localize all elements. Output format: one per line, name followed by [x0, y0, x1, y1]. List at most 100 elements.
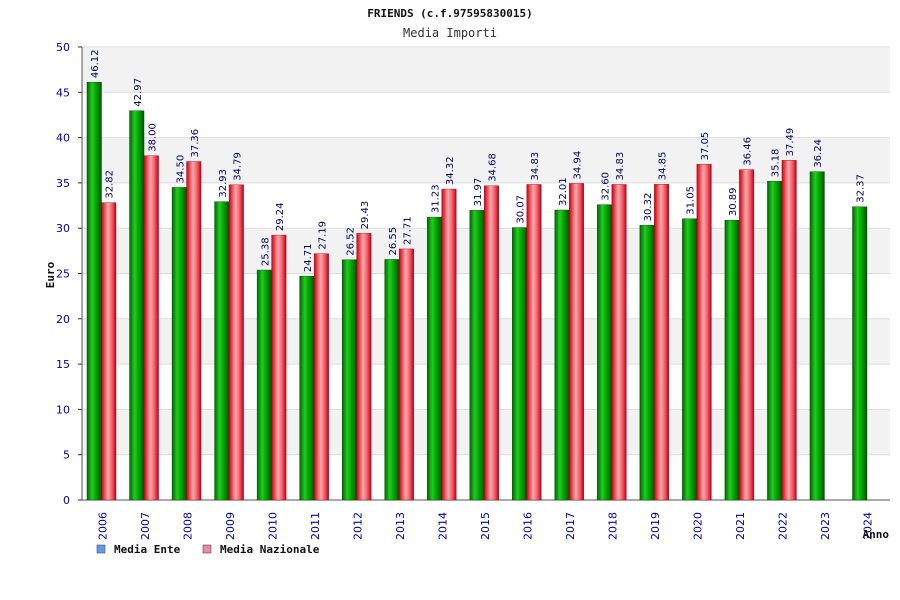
data-label: 31.23 [430, 184, 441, 213]
data-label: 32.60 [601, 172, 612, 201]
data-label: 29.43 [360, 201, 371, 230]
data-label: 32.01 [558, 177, 569, 206]
x-tick-label: 2024 [862, 512, 875, 540]
bar-media-ente-2013 [384, 259, 400, 501]
y-axis: 0 5 10 15 20 25 30 35 40 45 50 [56, 41, 83, 507]
data-label: 25.38 [260, 237, 271, 266]
data-label: 30.07 [516, 195, 527, 224]
y-tick-label: 5 [63, 449, 70, 462]
chart-title: FRIENDS (c.f.97595830015) [367, 7, 533, 20]
data-label: 46.12 [90, 50, 101, 79]
data-label: 27.19 [317, 221, 328, 250]
data-label: 38.00 [147, 123, 158, 152]
data-label: 34.68 [487, 153, 498, 182]
bar-media-nazionale-2012 [356, 233, 372, 501]
x-tick-label: 2009 [224, 512, 237, 540]
data-label: 32.93 [218, 169, 229, 198]
y-tick-label: 30 [56, 222, 70, 235]
data-label: 24.71 [303, 243, 314, 272]
data-label: 32.37 [856, 174, 867, 203]
x-tick-label: 2010 [266, 512, 279, 540]
x-tick-label: 2007 [139, 512, 152, 540]
x-axis-label: Anno [863, 528, 890, 541]
bar-media-nazionale-2022 [781, 160, 797, 501]
data-label: 26.52 [345, 227, 356, 256]
data-label: 30.32 [643, 193, 654, 222]
bar-media-ente-2014 [427, 216, 442, 501]
data-label: 31.05 [686, 186, 697, 215]
bar-media-nazionale-2007 [143, 155, 159, 501]
bar-media-nazionale-2016 [526, 184, 542, 501]
bar-media-nazionale-2008 [186, 161, 202, 501]
bar-media-nazionale-2015 [484, 185, 499, 501]
x-axis: 2006 2007 2008 2009 2010 2011 2012 2013 2014 2015… [82, 499, 890, 540]
bar-media-nazionale-2011 [313, 253, 329, 501]
data-label: 35.18 [771, 149, 782, 178]
legend-swatch-media-nazionale [202, 544, 212, 554]
data-label: 34.85 [658, 152, 669, 181]
y-tick-label: 20 [56, 313, 70, 326]
bar-media-ente-2008 [171, 187, 187, 501]
bar-media-ente-2011 [299, 275, 315, 501]
bar-media-ente-2019 [639, 225, 655, 501]
y-tick-label: 45 [56, 86, 70, 99]
bar-media-ente-2022 [767, 181, 783, 501]
legend-swatch-media-ente [96, 544, 106, 554]
bar-media-ente-2006 [86, 81, 102, 501]
data-label: 34.94 [573, 151, 584, 180]
bar-media-nazionale-2013 [398, 248, 414, 501]
x-tick-label: 2012 [351, 512, 364, 540]
bar-media-ente-2010 [256, 269, 272, 501]
x-tick-label: 2019 [649, 512, 662, 540]
x-tick-label: 2014 [436, 512, 449, 540]
bar-media-ente-2020 [682, 218, 698, 501]
bar-media-ente-2015 [469, 210, 485, 501]
data-label: 36.46 [743, 137, 754, 166]
bar-media-nazionale-2009 [228, 184, 244, 501]
bar-media-ente-2012 [341, 259, 357, 501]
y-tick-label: 35 [56, 177, 70, 190]
data-label: 30.89 [728, 187, 739, 216]
y-tick-label: 40 [56, 132, 70, 145]
legend-label-media-ente: Media Ente [114, 543, 181, 556]
x-tick-label: 2006 [96, 512, 109, 540]
y-tick-label: 25 [56, 268, 70, 281]
data-label: 31.97 [473, 178, 484, 207]
bar-media-nazionale-2017 [569, 183, 584, 501]
bar-media-ente-2009 [214, 201, 230, 501]
chart-subtitle: Media Importi [403, 26, 497, 40]
data-label: 34.83 [530, 152, 541, 181]
bar-media-ente-2024 [852, 206, 868, 501]
legend-label-media-nazionale: Media Nazionale [220, 543, 320, 556]
y-tick-label: 15 [56, 358, 70, 371]
bar-media-nazionale-2019 [654, 184, 670, 501]
bar-media-nazionale-2018 [611, 184, 627, 501]
data-label: 37.49 [785, 128, 796, 157]
bar-media-nazionale-2021 [739, 169, 755, 501]
bar-media-ente-2017 [554, 209, 570, 501]
x-tick-label: 2018 [607, 512, 620, 540]
data-label: 37.36 [190, 129, 201, 158]
bars [86, 81, 868, 501]
x-tick-label: 2021 [734, 512, 747, 540]
x-tick-label: 2017 [564, 512, 577, 540]
y-tick-label: 0 [63, 494, 70, 507]
bar-media-ente-2016 [512, 227, 527, 501]
x-tick-label: 2023 [819, 512, 832, 540]
data-label: 27.71 [402, 216, 413, 245]
data-label: 34.83 [615, 152, 626, 181]
data-labels: 46.12 32.82 42.97 38.00 34.50 37.36 32.9334.79… [90, 50, 866, 273]
x-tick-label: 2016 [522, 512, 535, 540]
data-label: 36.24 [813, 139, 824, 168]
bar-media-nazionale-2006 [101, 202, 117, 501]
bar-media-ente-2021 [724, 219, 740, 501]
data-label: 26.55 [388, 227, 399, 256]
x-tick-label: 2008 [181, 512, 194, 540]
y-axis-label: Euro [44, 261, 57, 288]
data-label: 34.79 [232, 152, 243, 181]
grid-band [82, 137, 890, 183]
data-label: 37.05 [700, 132, 711, 161]
data-label: 34.32 [445, 156, 456, 185]
grid-band [82, 47, 890, 93]
data-label: 42.97 [133, 78, 144, 107]
